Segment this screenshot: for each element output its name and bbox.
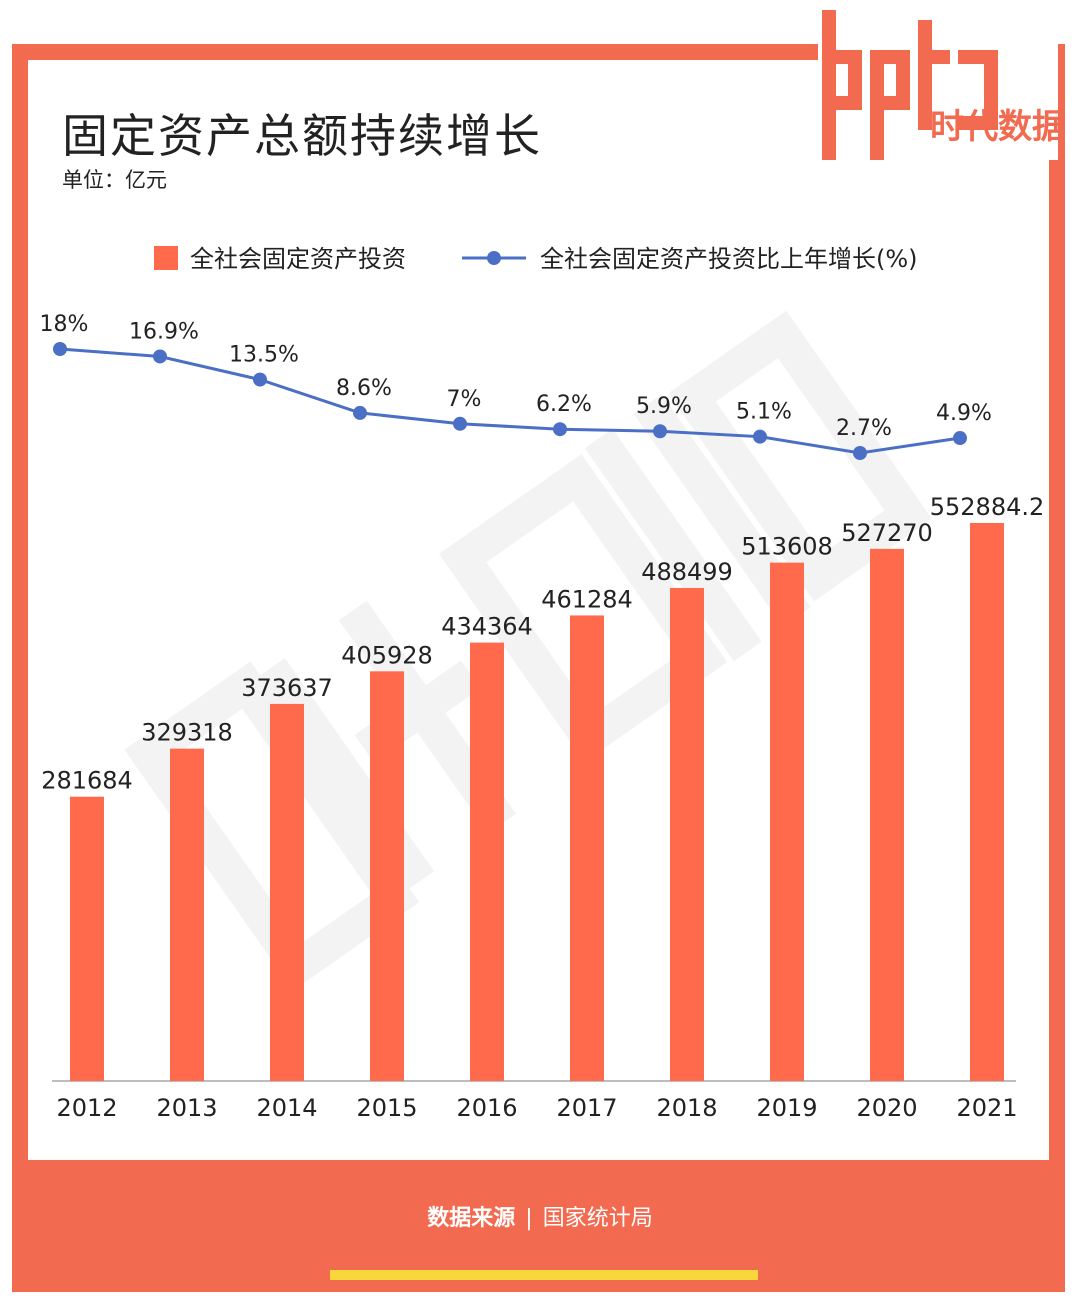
bar-2012 bbox=[70, 796, 104, 1081]
legend-bar-label: 全社会固定资产投资 bbox=[190, 245, 406, 273]
growth-label-2019: 5.1% bbox=[736, 400, 792, 425]
legend-bar-swatch bbox=[154, 246, 178, 270]
bar-label-2019: 513608 bbox=[741, 533, 833, 561]
bar-2021 bbox=[970, 523, 1004, 1081]
growth-label-2020: 2.7% bbox=[836, 416, 892, 441]
growth-label-2015: 8.6% bbox=[336, 376, 392, 401]
data-logo-icon: 时代数据 bbox=[822, 10, 1058, 160]
growth-point-2015 bbox=[353, 405, 367, 420]
brand-logo: 时代数据 bbox=[818, 10, 1058, 160]
x-tick-2016: 2016 bbox=[456, 1094, 517, 1122]
x-tick-2015: 2015 bbox=[356, 1094, 417, 1122]
bar-2015 bbox=[370, 671, 404, 1081]
bar-label-2016: 434364 bbox=[441, 613, 533, 641]
legend: 全社会固定资产投资 全社会固定资产投资比上年增长(%) bbox=[154, 245, 918, 273]
x-tick-2021: 2021 bbox=[956, 1094, 1017, 1122]
bar-label-2018: 488499 bbox=[641, 558, 733, 586]
growth-label-2017: 6.2% bbox=[536, 392, 592, 417]
growth-line bbox=[59, 347, 961, 455]
x-tick-2020: 2020 bbox=[856, 1094, 917, 1122]
growth-point-2019 bbox=[753, 429, 767, 444]
bar-label-2012: 281684 bbox=[41, 767, 133, 795]
x-tick-2014: 2014 bbox=[256, 1094, 317, 1122]
bar-2013 bbox=[170, 748, 204, 1081]
bar-2020 bbox=[870, 548, 904, 1081]
bar-2016 bbox=[470, 642, 504, 1081]
x-tick-2013: 2013 bbox=[156, 1094, 217, 1122]
growth-point-2018 bbox=[653, 424, 667, 439]
source-value: 国家统计局 bbox=[542, 1206, 653, 1231]
bar-label-2021: 552884.2 bbox=[930, 493, 1045, 521]
bar-2019 bbox=[770, 562, 804, 1081]
x-tick-2019: 2019 bbox=[756, 1094, 817, 1122]
growth-label-2018: 5.9% bbox=[636, 394, 692, 419]
legend-line-marker bbox=[487, 251, 501, 265]
growth-label-2016: 7% bbox=[447, 387, 482, 412]
growth-point-2017 bbox=[553, 422, 567, 437]
bar-2018 bbox=[670, 587, 704, 1081]
growth-label-2012: 18% bbox=[40, 312, 89, 337]
x-tick-2018: 2018 bbox=[656, 1094, 717, 1122]
growth-point-2020 bbox=[853, 446, 867, 460]
chart-title: 固定资产总额持续增长 bbox=[62, 109, 542, 163]
bar-2014 bbox=[270, 703, 304, 1081]
source-separator: | bbox=[525, 1206, 533, 1231]
logo-cn-text: 时代数据 bbox=[930, 107, 1058, 147]
x-tick-2017: 2017 bbox=[556, 1094, 617, 1122]
growth-point-2016 bbox=[453, 416, 467, 431]
bar-label-2020: 527270 bbox=[841, 519, 933, 547]
bar-2017 bbox=[570, 615, 604, 1081]
growth-point-2012 bbox=[53, 342, 67, 356]
bar-label-2017: 461284 bbox=[541, 585, 633, 613]
source-label: 数据来源 bbox=[427, 1206, 516, 1231]
yellow-accent-bar bbox=[330, 1270, 758, 1280]
growth-point-2021 bbox=[953, 431, 967, 446]
source-line: 数据来源 | 国家统计局 bbox=[0, 1200, 1080, 1232]
growth-point-2014 bbox=[253, 372, 267, 387]
growth-label-2013: 16.9% bbox=[129, 319, 199, 344]
growth-label-2014: 13.5% bbox=[229, 343, 299, 368]
legend-line-label: 全社会固定资产投资比上年增长(%) bbox=[540, 245, 918, 273]
x-tick-2012: 2012 bbox=[56, 1094, 117, 1122]
bar-label-2015: 405928 bbox=[341, 641, 433, 669]
unit-label: 单位：亿元 bbox=[62, 168, 167, 192]
bar-label-2013: 329318 bbox=[141, 719, 233, 747]
growth-point-2013 bbox=[153, 349, 167, 364]
bar-label-2014: 373637 bbox=[241, 674, 333, 702]
growth-label-2021: 4.9% bbox=[936, 401, 992, 426]
